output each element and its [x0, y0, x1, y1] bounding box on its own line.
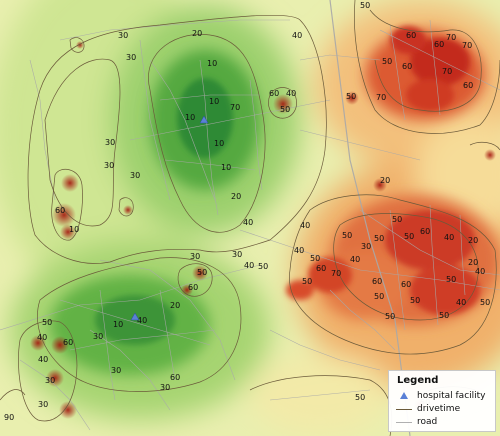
- contour-label: 60: [434, 40, 444, 49]
- contour-label: 90: [4, 413, 14, 422]
- contour-label: 50: [374, 292, 384, 301]
- contour-label: 30: [232, 250, 242, 259]
- contour-label: 50: [302, 277, 312, 286]
- legend-label: road: [417, 416, 438, 427]
- contour-label: 40: [350, 255, 360, 264]
- contour-label: 50: [280, 105, 290, 114]
- contour-label: 20: [231, 192, 241, 201]
- contour-label: 60: [269, 89, 279, 98]
- contour-label: 50: [374, 234, 384, 243]
- contour-label: 50: [342, 231, 352, 240]
- contour-label: 70: [331, 269, 341, 278]
- contour-label: 30: [130, 171, 140, 180]
- contour-label: 30: [160, 383, 170, 392]
- contour-label: 50: [258, 262, 268, 271]
- contour-label: 10: [209, 97, 219, 106]
- contour-label: 30: [38, 400, 48, 409]
- contour-label: 50: [480, 298, 490, 307]
- contour-label: 30: [45, 376, 55, 385]
- contour-label: 60: [402, 62, 412, 71]
- contour-label: 60: [463, 81, 473, 90]
- legend-title: Legend: [397, 375, 439, 386]
- contour-label: 50: [382, 57, 392, 66]
- contour-label: 60: [401, 280, 411, 289]
- contour-label: 60: [63, 338, 73, 347]
- legend-label: hospital facility: [417, 390, 486, 401]
- contour-label: 30: [118, 31, 128, 40]
- contour-label: 70: [442, 67, 452, 76]
- contour-label: 50: [197, 268, 207, 277]
- contour-label: 60: [55, 206, 65, 215]
- contour-label: 50: [392, 215, 402, 224]
- contour-label: 40: [300, 221, 310, 230]
- contour-label: 20: [380, 176, 390, 185]
- legend-label: drivetime: [417, 403, 461, 414]
- contour-label: 70: [446, 33, 456, 42]
- hospital-icon[interactable]: [130, 312, 140, 321]
- contour-label: 40: [137, 316, 147, 325]
- contour-label: 50: [446, 275, 456, 284]
- contour-label: 10: [207, 59, 217, 68]
- contour-label: 40: [243, 218, 253, 227]
- contour-label: 60: [188, 283, 198, 292]
- legend-item-drivetime: drivetime: [395, 402, 489, 415]
- contour-label: 20: [468, 236, 478, 245]
- contour-label: 40: [292, 31, 302, 40]
- contour-label: 30: [93, 332, 103, 341]
- contour-label: 40: [37, 333, 47, 342]
- contour-label: 10: [69, 225, 79, 234]
- contour-label: 70: [462, 41, 472, 50]
- contour-label: 30: [111, 366, 121, 375]
- contour-label: 40: [38, 355, 48, 364]
- contour-label: 50: [439, 311, 449, 320]
- contour-label: 40: [475, 267, 485, 276]
- legend-item-hospital: hospital facility: [395, 389, 489, 402]
- legend-item-road: road: [395, 415, 489, 428]
- contour-label: 50: [385, 312, 395, 321]
- contour-label: 30: [104, 161, 114, 170]
- contour-label: 10: [185, 113, 195, 122]
- contour-label: 50: [346, 92, 356, 101]
- contour-label: 60: [406, 31, 416, 40]
- contour-label: 50: [404, 232, 414, 241]
- contour-label: 40: [444, 233, 454, 242]
- contour-label: 30: [190, 252, 200, 261]
- contour-label: 50: [410, 296, 420, 305]
- contour-label: 30: [105, 138, 115, 147]
- contour-label: 60: [420, 227, 430, 236]
- hospital-icon: [395, 391, 413, 401]
- contour-label: 20: [170, 301, 180, 310]
- contour-label: 50: [355, 393, 365, 402]
- contour-label: 10: [113, 320, 123, 329]
- road-line-icon: [395, 417, 413, 427]
- contour-label: 60: [316, 264, 326, 273]
- contour-label: 20: [468, 258, 478, 267]
- contour-label: 40: [244, 261, 254, 270]
- contour-label: 30: [361, 242, 371, 251]
- contour-label: 70: [376, 93, 386, 102]
- contour-label: 40: [456, 298, 466, 307]
- contour-label: 60: [372, 277, 382, 286]
- contour-label: 40: [286, 89, 296, 98]
- contour-label: 10: [214, 139, 224, 148]
- contour-label: 60: [170, 373, 180, 382]
- contour-label: 70: [230, 103, 240, 112]
- contour-label: 40: [294, 246, 304, 255]
- map-legend: Legend hospital facility drivetime road: [388, 370, 496, 432]
- contour-label: 20: [192, 29, 202, 38]
- hospital-icon[interactable]: [199, 115, 209, 124]
- contour-label: 50: [360, 1, 370, 10]
- drivetime-line-icon: [395, 404, 413, 414]
- contour-label: 30: [126, 53, 136, 62]
- contour-label: 10: [221, 163, 231, 172]
- contour-label: 50: [42, 318, 52, 327]
- contour-label: 50: [310, 254, 320, 263]
- hospital-facilities: [130, 115, 209, 321]
